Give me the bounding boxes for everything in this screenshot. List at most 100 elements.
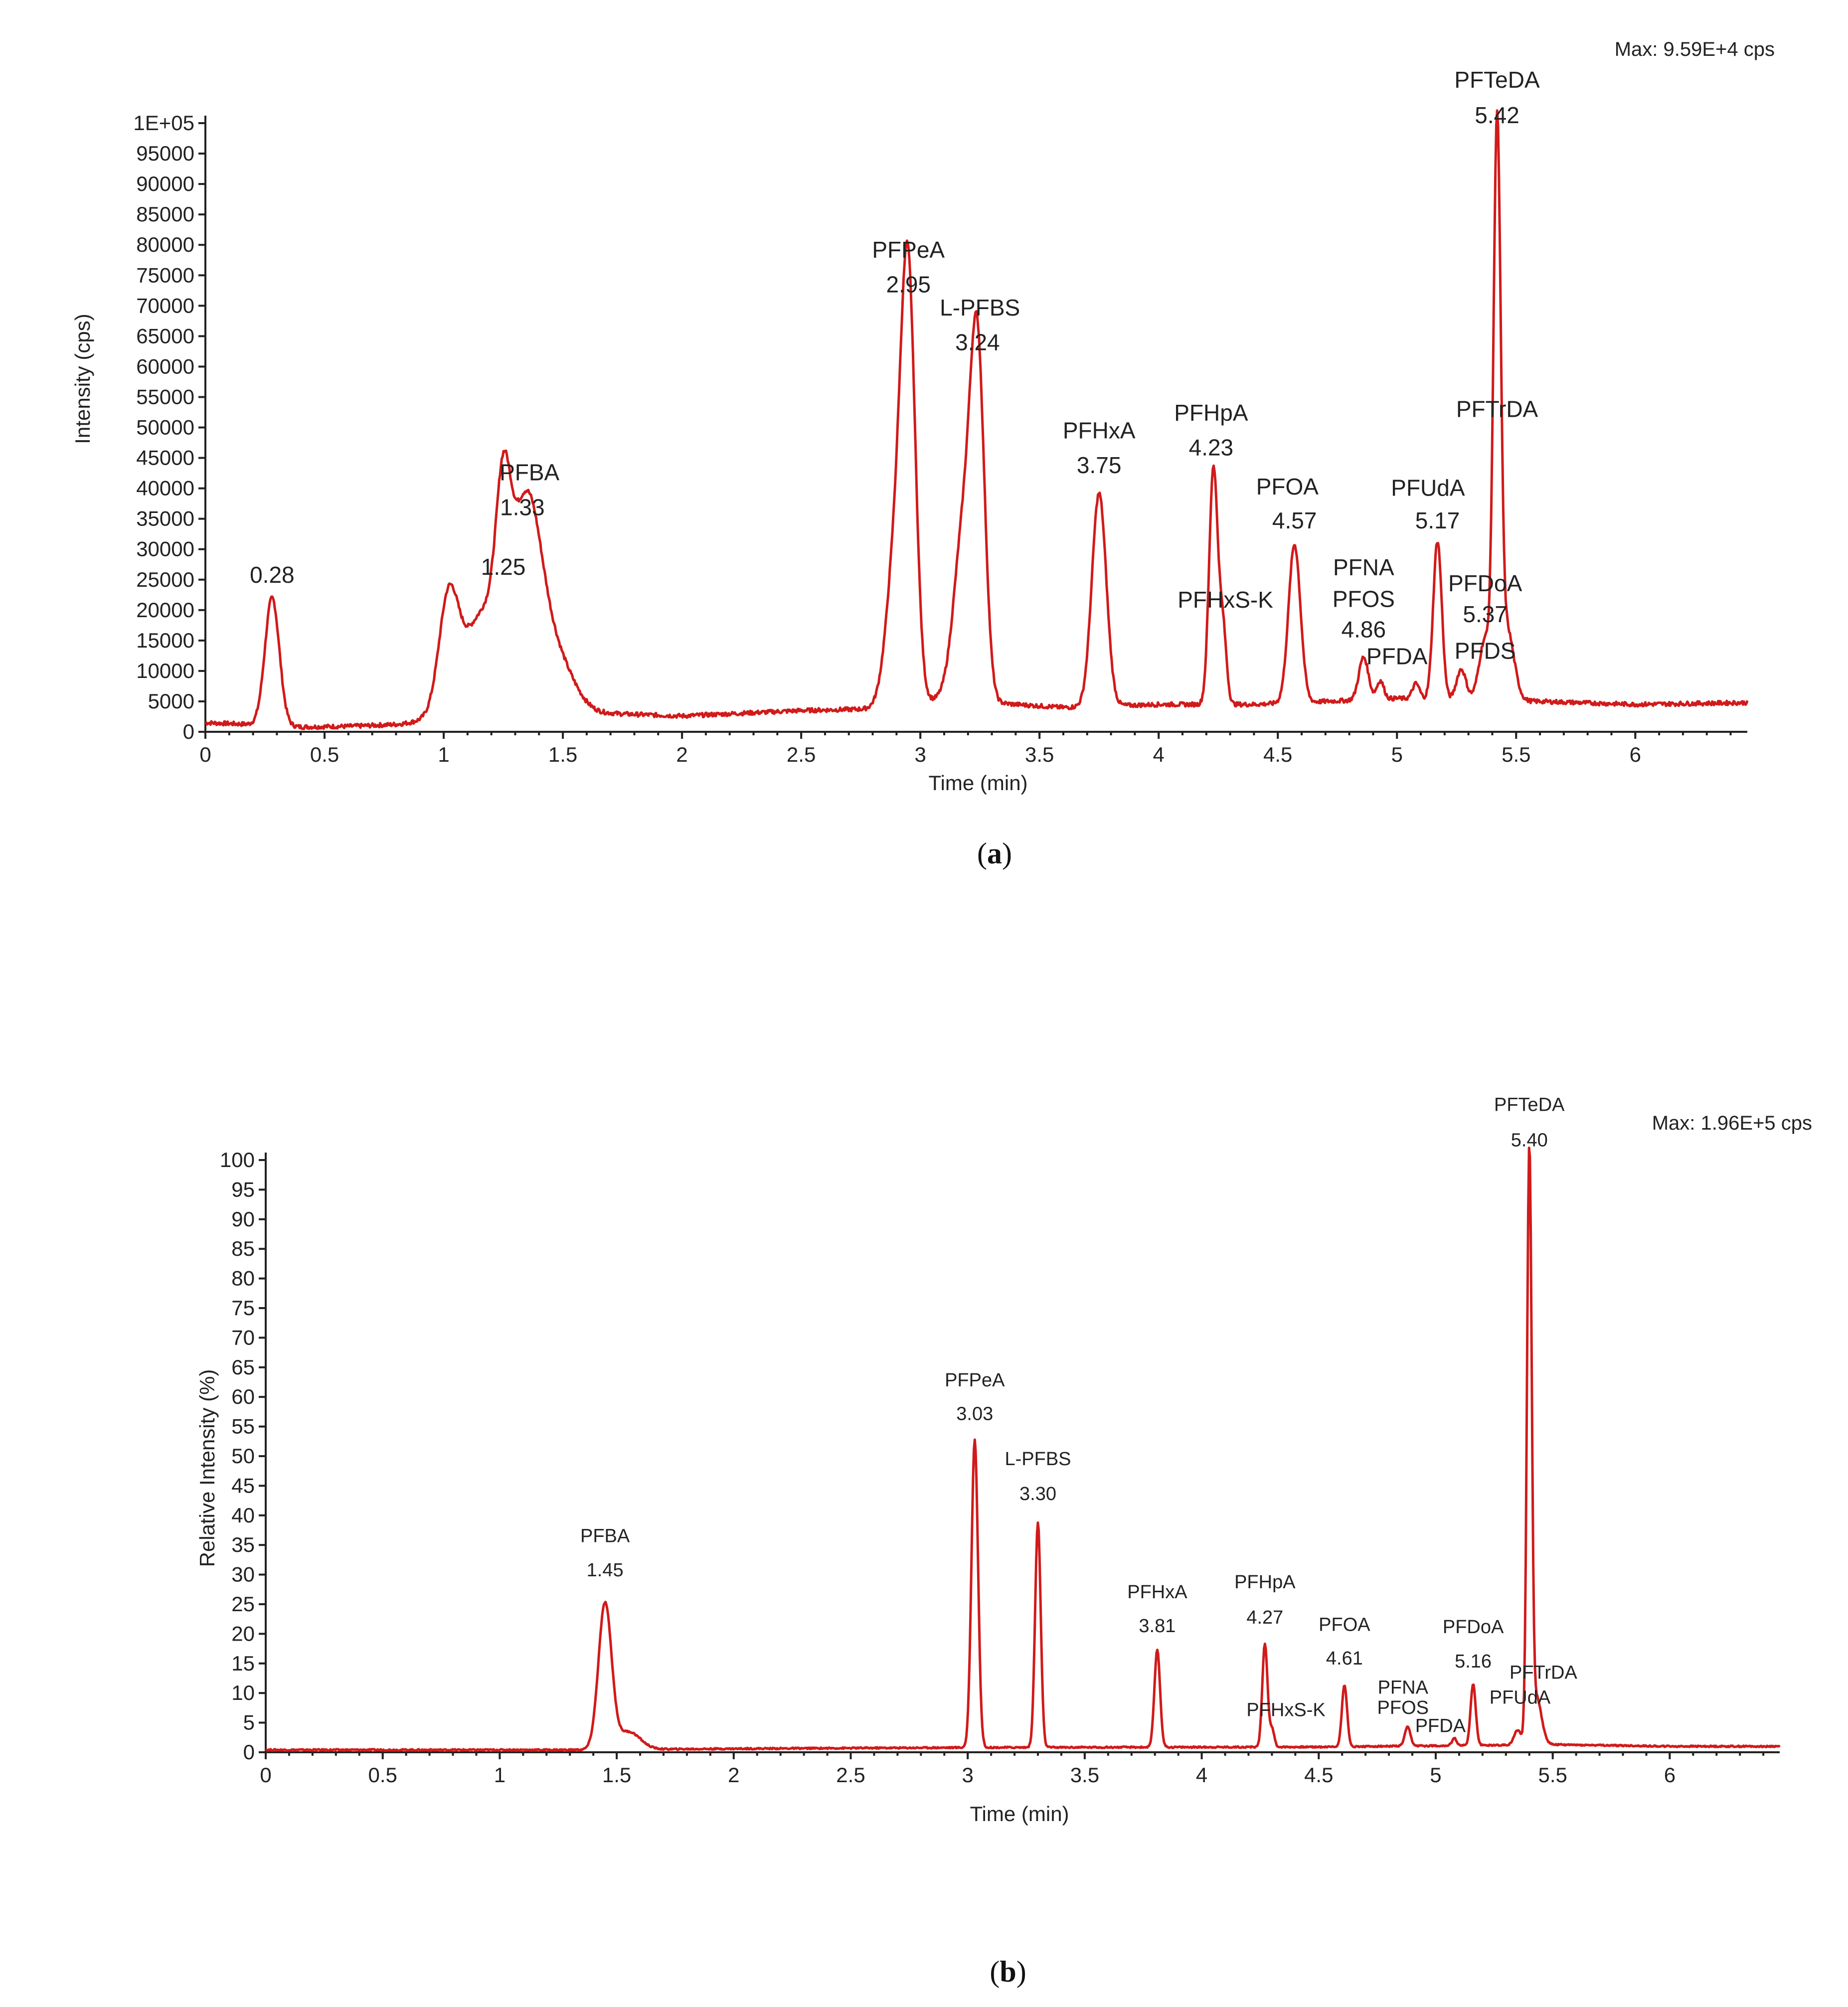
panel-a-x-axis-title: Time (min) bbox=[928, 771, 1027, 795]
panel-a-y-tick-label: 65000 bbox=[136, 324, 194, 347]
panel-b-peak-label: 3.03 bbox=[956, 1404, 993, 1425]
panel-a-y-tick-label: 25000 bbox=[136, 568, 194, 591]
panel-a-peak-label: PFHxA bbox=[1063, 417, 1136, 443]
panel-b-y-tick-label: 25 bbox=[231, 1592, 255, 1616]
panel-b-x-tick-label: 4 bbox=[1196, 1763, 1207, 1787]
panel-a-y-tick-label: 55000 bbox=[136, 385, 194, 408]
panel-b-x-tick-label: 3 bbox=[962, 1763, 974, 1787]
panel-b-peak-label: PFHxS-K bbox=[1246, 1700, 1325, 1721]
panel-a-y-tick-label: 20000 bbox=[136, 598, 194, 622]
panel-b-chart: Max: 1.96E+5 cps Time (min) Relative Int… bbox=[195, 1094, 1812, 1988]
panel-a-y-tick-label: 1E+05 bbox=[133, 111, 194, 135]
panel-a-caption: (a) bbox=[977, 837, 1012, 870]
panel-a-peak-label: 4.23 bbox=[1189, 435, 1234, 461]
panel-b-peak-label: PFDoA bbox=[1443, 1617, 1504, 1638]
panel-a-peak-label: PFDoA bbox=[1448, 570, 1522, 596]
panel-b-peak-label: 4.27 bbox=[1246, 1607, 1283, 1628]
panel-b-x-axis-title: Time (min) bbox=[970, 1802, 1069, 1826]
panel-b-x-tick-label: 1 bbox=[494, 1763, 505, 1787]
panel-b-chromatogram-trace bbox=[265, 1147, 1781, 1752]
panel-b-x-tick-label: 5.5 bbox=[1538, 1763, 1567, 1787]
panel-a-chart: Max: 9.59E+4 cps Time (min) Intensity (c… bbox=[71, 38, 1775, 870]
panel-b-max-label: Max: 1.96E+5 cps bbox=[1652, 1112, 1812, 1134]
panel-b-peak-label: 4.61 bbox=[1326, 1648, 1363, 1669]
panel-a-x-tick-label: 5.5 bbox=[1502, 743, 1530, 766]
panel-b-y-tick-label: 50 bbox=[231, 1444, 255, 1468]
panel-b-caption: (b) bbox=[990, 1955, 1026, 1988]
panel-a-y-tick-label: 10000 bbox=[136, 659, 194, 682]
panel-b-peak-label: PFDA bbox=[1415, 1716, 1466, 1737]
panel-a-x-tick-label: 4 bbox=[1153, 743, 1165, 766]
panel-a-peak-label: 4.57 bbox=[1272, 507, 1317, 533]
panel-a-x-tick-label: 2 bbox=[676, 743, 687, 766]
panel-b-y-tick-label: 60 bbox=[231, 1385, 255, 1408]
panel-b-y-tick-label: 90 bbox=[231, 1207, 255, 1231]
panel-b-x-tick-label: 6 bbox=[1664, 1763, 1676, 1787]
panel-a-x-tick-label: 0.5 bbox=[310, 743, 339, 766]
panel-a-peak-label: PFNA bbox=[1333, 554, 1394, 580]
panel-a-y-tick-label: 70000 bbox=[136, 294, 194, 317]
panel-b-peak-label: PFHpA bbox=[1234, 1572, 1296, 1593]
panel-b-y-tick-label: 85 bbox=[231, 1237, 255, 1260]
panel-b-peak-label: L-PFBS bbox=[1005, 1449, 1071, 1470]
panel-a-y-tick-label: 45000 bbox=[136, 446, 194, 470]
panel-a-y-tick-label: 0 bbox=[183, 720, 194, 743]
panel-b-peak-label: 3.81 bbox=[1139, 1616, 1176, 1637]
panel-a-peak-label: 5.42 bbox=[1475, 102, 1519, 128]
panel-b-peak-label: PFOS bbox=[1377, 1697, 1429, 1718]
panel-a-y-tick-label: 15000 bbox=[136, 629, 194, 652]
panel-a-x-tick-label: 4.5 bbox=[1263, 743, 1292, 766]
panel-a-peak-label: PFBA bbox=[500, 460, 559, 486]
panel-b-x-tick-label: 5 bbox=[1430, 1763, 1441, 1787]
panel-b-peak-label: PFBA bbox=[580, 1525, 630, 1546]
panel-a-y-tick-label: 35000 bbox=[136, 507, 194, 530]
panel-a-y-tick-label: 40000 bbox=[136, 477, 194, 500]
panel-b-peak-label: PFNA bbox=[1378, 1677, 1429, 1698]
panel-a-peak-label: 5.37 bbox=[1463, 601, 1508, 627]
panel-a-peak-label: 4.86 bbox=[1342, 617, 1386, 643]
panel-a-peak-label: PFTeDA bbox=[1454, 67, 1540, 93]
panel-b-y-axis-title: Relative Intensity (%) bbox=[195, 1369, 219, 1567]
panel-a-peak-label: 3.75 bbox=[1077, 452, 1122, 478]
panel-a-x-tick-label: 6 bbox=[1630, 743, 1641, 766]
panel-b-peak-label: PFPeA bbox=[945, 1370, 1005, 1391]
panel-a-x-tick-label: 3 bbox=[914, 743, 926, 766]
panel-a-y-tick-label: 80000 bbox=[136, 233, 194, 256]
panel-b-peak-label: 5.16 bbox=[1455, 1651, 1492, 1672]
panel-b-y-tick-label: 65 bbox=[231, 1355, 255, 1379]
panel-a-peak-label: 2.95 bbox=[886, 271, 931, 297]
panel-b-y-tick-label: 40 bbox=[231, 1504, 255, 1527]
panel-b-peak-label: PFTeDA bbox=[1494, 1094, 1565, 1115]
panel-a-peak-label: 3.24 bbox=[955, 329, 1000, 355]
panel-b-peak-label: 5.40 bbox=[1511, 1130, 1548, 1151]
panel-a-peak-label: PFOS bbox=[1333, 586, 1395, 612]
panel-b-y-tick-label: 45 bbox=[231, 1474, 255, 1497]
panel-a-x-tick-label: 5 bbox=[1391, 743, 1403, 766]
panel-a-peak-label: PFHpA bbox=[1174, 400, 1248, 426]
panel-a-peak-label: 5.17 bbox=[1415, 507, 1460, 533]
panel-b-y-tick-label: 10 bbox=[231, 1681, 255, 1704]
panel-b-x-tick-label: 0.5 bbox=[368, 1763, 397, 1787]
panel-a-peak-label: 1.25 bbox=[481, 554, 526, 580]
panel-b-y-tick-label: 35 bbox=[231, 1533, 255, 1556]
panel-a-y-tick-label: 75000 bbox=[136, 263, 194, 287]
panel-b-x-tick-label: 2 bbox=[728, 1763, 739, 1787]
panel-a-y-tick-label: 95000 bbox=[136, 142, 194, 165]
panel-b-y-tick-label: 75 bbox=[231, 1296, 255, 1320]
panel-b-peak-label: PFOA bbox=[1319, 1614, 1370, 1635]
panel-a-y-tick-label: 30000 bbox=[136, 537, 194, 561]
panel-b-x-tick-label: 1.5 bbox=[602, 1763, 631, 1787]
panel-b-x-tick-label: 0 bbox=[260, 1763, 271, 1787]
panel-b-y-tick-label: 55 bbox=[231, 1415, 255, 1438]
panel-a-x-tick-label: 1.5 bbox=[548, 743, 577, 766]
panel-a-x-tick-label: 2.5 bbox=[787, 743, 816, 766]
panel-b-peak-label: PFTrDA bbox=[1510, 1663, 1577, 1683]
panel-b-y-tick-label: 30 bbox=[231, 1563, 255, 1586]
panel-b-peak-label: PFUdA bbox=[1490, 1687, 1551, 1708]
panel-b-y-tick-label: 70 bbox=[231, 1326, 255, 1349]
panel-a-y-tick-label: 60000 bbox=[136, 354, 194, 378]
panel-a-peak-label: L-PFBS bbox=[940, 295, 1020, 321]
panel-b-y-tick-label: 0 bbox=[243, 1740, 255, 1764]
panel-a-y-axis-title: Intensity (cps) bbox=[71, 314, 94, 444]
